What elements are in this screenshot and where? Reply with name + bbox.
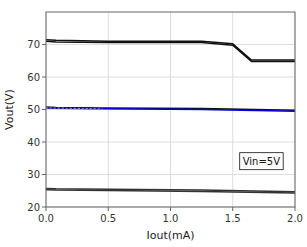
y-tick-label: 30 <box>27 169 40 180</box>
x-tick <box>295 207 296 211</box>
x-tick-label: 1.0 <box>163 213 179 224</box>
y-tick <box>42 174 46 175</box>
y-tick-label: 60 <box>27 72 40 83</box>
grid-line-y <box>46 44 295 45</box>
grid-line-y <box>46 174 295 175</box>
series-line <box>46 41 295 61</box>
y-tick-label: 40 <box>27 137 40 148</box>
y-tick <box>42 142 46 143</box>
x-tick <box>170 207 171 211</box>
y-tick-label: 20 <box>27 202 40 213</box>
x-tick <box>108 207 109 211</box>
annotation: Vin=5V <box>240 153 283 170</box>
chart: 0.0 0.5 1.0 1.5 2.0 20 30 40 50 60 70 Iout(mA) Vout(… <box>0 0 307 247</box>
grid-line-y <box>46 142 295 143</box>
annotation-box <box>240 153 283 170</box>
y-tick-label: 50 <box>27 104 40 115</box>
axes: 0.0 0.5 1.0 1.5 2.0 20 30 40 50 60 70 <box>27 39 303 224</box>
y-axis-label: Vout(V) <box>3 89 16 130</box>
lines <box>46 40 295 193</box>
x-tick-label: 0.5 <box>100 213 116 224</box>
plot-frame <box>46 12 295 207</box>
y-tick <box>42 207 46 208</box>
x-tick-label: 2.0 <box>287 213 303 224</box>
series-line <box>46 190 295 193</box>
series-line <box>46 107 295 110</box>
grid-line-y <box>46 77 295 78</box>
x-tick <box>232 207 233 211</box>
series-line <box>46 108 295 111</box>
y-tick <box>42 77 46 78</box>
annotation-text: Vin=5V <box>243 156 280 167</box>
y-tick <box>42 44 46 45</box>
y-tick-label: 70 <box>27 39 40 50</box>
series-line <box>46 107 102 109</box>
plot-background <box>46 12 295 207</box>
x-axis-label: Iout(mA) <box>146 229 194 242</box>
x-tick-label: 0.0 <box>38 213 54 224</box>
x-tick <box>46 207 47 211</box>
grid <box>46 12 295 207</box>
x-tick-label: 1.5 <box>225 213 241 224</box>
y-tick <box>42 109 46 110</box>
